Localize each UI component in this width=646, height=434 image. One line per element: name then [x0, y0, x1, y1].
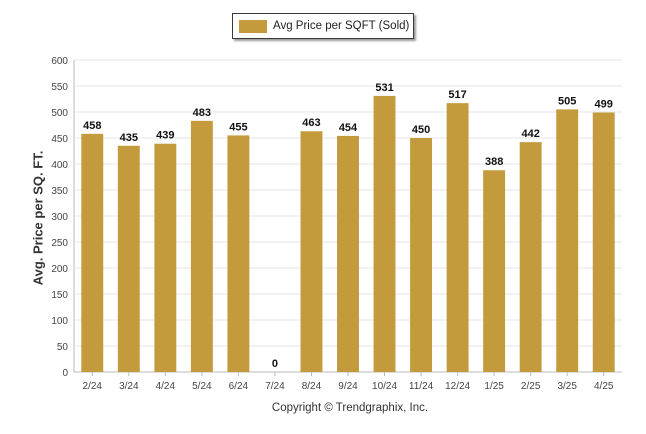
bar [190, 120, 213, 372]
y-tick-label: 600 [51, 56, 68, 67]
x-tick-label: 8/24 [302, 381, 322, 392]
x-tick-label: 1/25 [484, 381, 504, 392]
y-tick-label: 550 [51, 82, 68, 93]
y-tick-label: 400 [51, 160, 68, 171]
x-tick-label: 2/24 [83, 381, 103, 392]
y-tick-label: 50 [57, 342, 69, 353]
data-label: 0 [272, 358, 278, 370]
data-label: 388 [485, 156, 503, 168]
x-tick-label: 4/24 [156, 381, 176, 392]
bar [81, 133, 104, 372]
data-label: 531 [375, 82, 393, 94]
copyright-text: Copyright © Trendgraphix, Inc. [271, 402, 429, 414]
y-tick-label: 100 [51, 316, 68, 327]
data-label: 505 [558, 95, 576, 107]
bar [227, 135, 250, 372]
bar [446, 103, 469, 372]
bar [337, 135, 359, 372]
x-tick-label: 2/25 [521, 381, 541, 392]
data-label: 455 [229, 121, 247, 133]
y-tick-label: 350 [51, 186, 68, 197]
x-tick-label: 12/24 [445, 381, 470, 392]
y-tick-label: 250 [51, 238, 68, 249]
y-tick-label: 200 [51, 264, 68, 275]
x-tick-label: 3/24 [119, 381, 139, 392]
y-tick-label: 500 [51, 108, 68, 119]
x-tick-label: 6/24 [229, 381, 249, 392]
x-tick-label: 9/24 [338, 381, 358, 392]
data-label: 454 [339, 122, 358, 134]
x-tick-label: 7/24 [265, 381, 285, 392]
data-label: 483 [193, 107, 211, 119]
x-tick-label: 10/24 [372, 381, 397, 392]
x-tick-label: 11/24 [409, 381, 434, 392]
bar [300, 131, 323, 372]
bar [117, 145, 140, 372]
bar [373, 95, 396, 372]
bar [154, 143, 177, 372]
y-tick-label: 150 [51, 290, 68, 301]
bar [592, 112, 615, 373]
data-label: 450 [412, 124, 430, 136]
data-label: 463 [302, 117, 320, 129]
y-tick-label: 300 [51, 212, 68, 223]
data-label: 439 [156, 130, 174, 142]
data-label: 517 [448, 89, 466, 101]
x-tick-label: 5/24 [192, 381, 212, 392]
y-tick-label: 0 [62, 368, 68, 379]
legend: Avg Price per SQFT (Sold) [232, 13, 414, 39]
bar [410, 138, 433, 372]
data-label: 442 [521, 128, 539, 140]
data-label: 458 [83, 120, 101, 132]
x-tick-label: 4/25 [594, 381, 614, 392]
legend-swatch [239, 19, 267, 33]
x-tick-label: 3/25 [557, 381, 577, 392]
bar [483, 170, 506, 372]
y-tick-label: 450 [51, 134, 68, 145]
data-label: 499 [595, 99, 613, 111]
bar [556, 109, 579, 373]
legend-label: Avg Price per SQFT (Sold) [273, 20, 410, 32]
bar [519, 142, 542, 372]
data-label: 435 [120, 132, 138, 144]
